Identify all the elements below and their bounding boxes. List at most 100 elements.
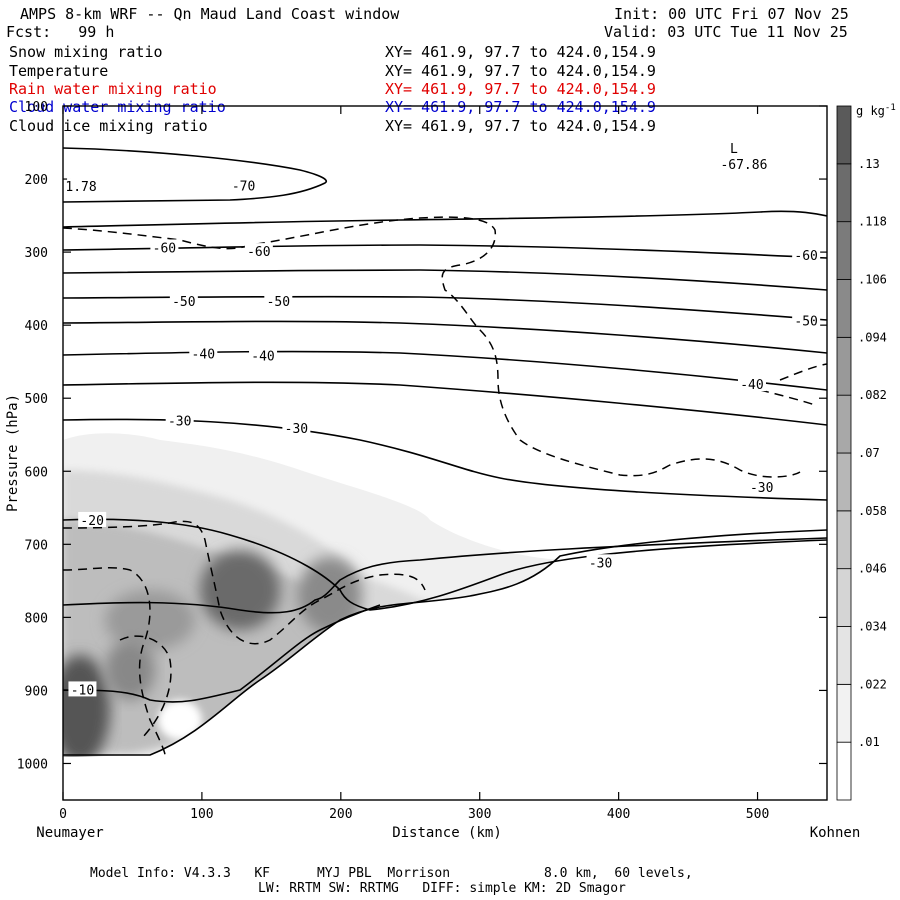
colorbar-swatch: [836, 394, 852, 454]
temperature-label-bg: [282, 419, 311, 435]
temperature-label: -60: [153, 241, 176, 256]
temperature-label: 1.78: [65, 180, 96, 195]
temperature-label-bg: [244, 243, 273, 259]
low-marker-letter: L: [730, 142, 738, 157]
temperature-label: -60: [794, 249, 817, 264]
y-tick-label: 500: [25, 392, 48, 407]
temperature-label-bg: [78, 511, 107, 527]
temperature-label: -30: [285, 422, 308, 437]
temperature-label: -50: [172, 295, 195, 310]
colorbar-swatch: [836, 626, 852, 685]
physics-info: LW: RRTM SW: RRTMG DIFF: simple KM: 2D S…: [258, 881, 626, 896]
temperature-label: -30: [168, 415, 191, 430]
field-xy-rain: XY= 461.9, 97.7 to 424.0,154.9: [385, 80, 656, 98]
model-info: Model Info: V4.3.3 KF MYJ PBL Morrison 8…: [90, 866, 693, 881]
y-axis: 100 200 300 400 500 600 700 800 900 1000: [17, 100, 827, 772]
colorbar-label: .094: [858, 330, 887, 344]
temperature-label-bg: [189, 345, 218, 361]
colorbar-label: .082: [858, 388, 887, 402]
temperature-label: -30: [589, 556, 612, 571]
field-xy-cloud-water: XY= 461.9, 97.7 to 424.0,154.9: [385, 98, 656, 116]
temperature-label: -20: [80, 514, 103, 529]
y-tick-label: 600: [25, 465, 48, 480]
field-xy-snow: XY= 461.9, 97.7 to 424.0,154.9: [385, 43, 656, 61]
colorbar-swatch: [836, 683, 852, 743]
colorbar-swatch: [836, 452, 852, 512]
temperature-label-bg: [249, 347, 278, 363]
temperature-label: -70: [232, 179, 255, 194]
colorbar-label: .01: [858, 735, 880, 749]
valid-time: Valid: 03 UTC Tue 11 Nov 25: [604, 23, 848, 41]
field-name-rain: Rain water mixing ratio: [9, 80, 217, 98]
y-axis-title: Pressure (hPa): [5, 394, 21, 512]
x-tick-label: 0: [59, 807, 67, 822]
colorbar-label: .118: [858, 215, 887, 229]
colorbar-swatch: [836, 163, 852, 223]
field-name-temperature: Temperature: [9, 62, 109, 80]
x-tick-label: 200: [329, 807, 352, 822]
y-tick-label: 900: [25, 684, 48, 699]
x-left-station: Neumayer: [36, 825, 103, 841]
low-marker-value: -67.86: [720, 158, 767, 173]
temperature-labels: -70 -60 -60 -60 -50 -50 -50 -40 -40 -40 -30 -30 -30 -…: [65, 177, 821, 698]
colorbar-swatch: [836, 105, 852, 165]
temperature-label: -60: [247, 245, 270, 260]
temperature-label: -40: [192, 347, 215, 362]
temperature-label: -40: [740, 378, 763, 393]
temperature-label-bg: [67, 178, 96, 194]
colorbar-swatch: [836, 568, 852, 627]
temperature-label-bg: [792, 312, 821, 328]
y-tick-label: 300: [25, 246, 48, 261]
x-tick-label: 400: [607, 807, 630, 822]
field-name-cloud-ice: Cloud ice mixing ratio: [9, 117, 208, 135]
x-tick-label: 300: [468, 807, 491, 822]
x-tick-label: 500: [746, 807, 769, 822]
y-tick-label: 800: [25, 611, 48, 626]
temperature-label-bg: [169, 292, 198, 308]
field-xy-cloud-ice: XY= 461.9, 97.7 to 424.0,154.9: [385, 117, 656, 135]
temperature-label: -50: [794, 315, 817, 330]
temperature-contours: [63, 147, 827, 756]
y-tick-label: 400: [25, 319, 48, 334]
colorbar-swatch: [836, 279, 852, 338]
x-right-station: Kohnen: [810, 825, 861, 841]
temperature-label-bg: [229, 177, 258, 193]
colorbar-label: .07: [858, 446, 880, 460]
temperature-label-bg: [792, 246, 821, 262]
chart-title: AMPS 8-km WRF -- Qn Maud Land Coast wind…: [20, 5, 400, 23]
temperature-label-bg: [68, 681, 97, 697]
y-tick-label: 100: [25, 100, 48, 115]
colorbar-swatch: [836, 221, 852, 280]
x-axis: 0 100 200 300 400 500: [59, 106, 769, 822]
x-axis-title: Distance (km): [392, 825, 502, 841]
temperature-label-bg: [264, 292, 293, 308]
temperature-label-bg: [586, 554, 615, 570]
colorbar: .01 .022 .034 .046 .058 .07 .082 .094 .106 .118 .1…: [836, 105, 887, 801]
colorbar-label: .046: [858, 562, 887, 576]
snow-shading: [63, 433, 827, 800]
colorbar-label: .13: [858, 157, 880, 171]
temperature-label: -50: [267, 295, 290, 310]
temperature-label: -40: [251, 350, 274, 365]
colorbar-label: .022: [858, 677, 887, 691]
init-time: Init: 00 UTC Fri 07 Nov 25: [614, 5, 849, 23]
y-tick-label: 200: [25, 173, 48, 188]
temperature-label-bg: [747, 479, 776, 495]
y-tick-label: 1000: [17, 757, 48, 772]
temperature-label-bg: [737, 376, 766, 392]
temperature-label-bg: [165, 412, 194, 428]
temperature-label-bg: [150, 239, 179, 255]
field-name-snow: Snow mixing ratio: [9, 43, 163, 61]
colorbar-unit: g kg-1: [856, 103, 896, 118]
colorbar-swatch: [836, 510, 852, 570]
y-tick-label: 700: [25, 538, 48, 553]
colorbar-swatch: [836, 336, 852, 396]
temperature-label: -10: [71, 683, 94, 698]
colorbar-label: .106: [858, 273, 887, 287]
plot-frame: [62, 105, 828, 801]
temperature-label: -30: [750, 481, 773, 496]
colorbar-swatch: [836, 741, 852, 801]
x-tick-label: 100: [190, 807, 213, 822]
forecast-hour: Fcst: 99 h: [6, 23, 115, 41]
